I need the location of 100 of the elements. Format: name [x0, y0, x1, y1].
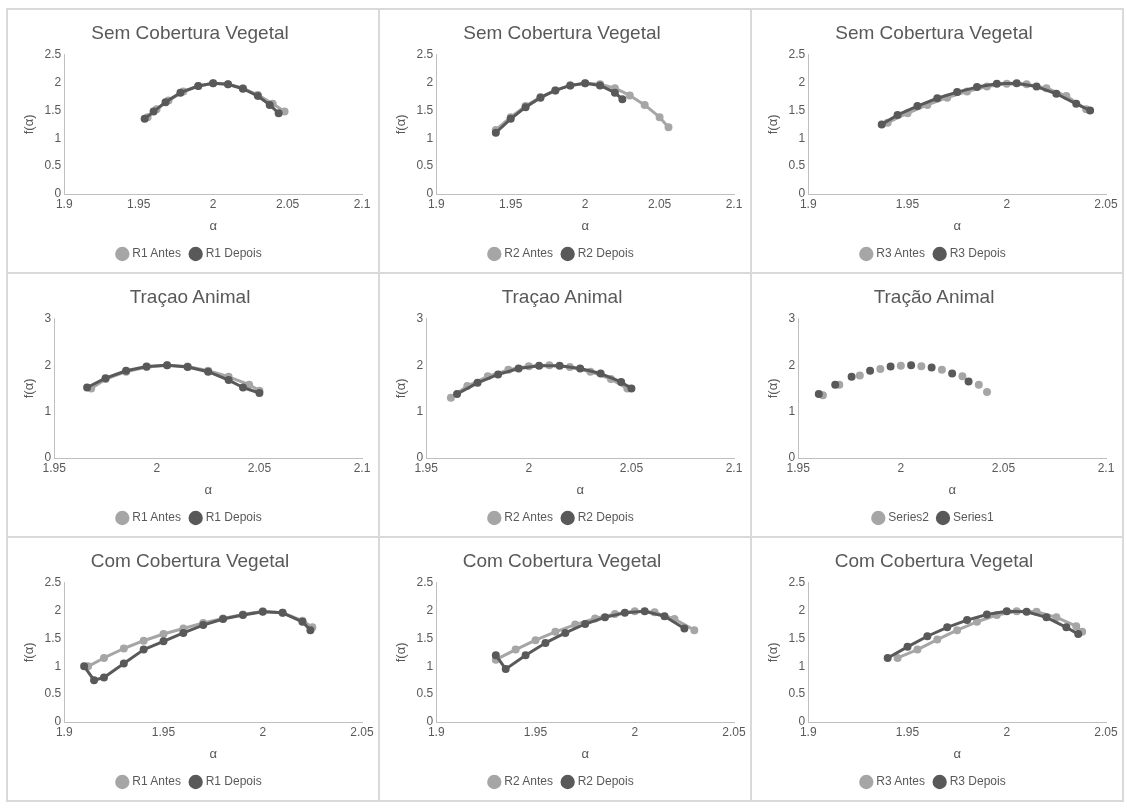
y-tick-label: 1: [798, 658, 806, 673]
x-tick-label: 1.9: [55, 196, 73, 211]
y-tick-label: 1.5: [44, 102, 62, 117]
legend-label: Series2: [888, 510, 930, 525]
y-tick-label: 0.5: [44, 158, 62, 173]
y-tick-label: 1: [788, 403, 796, 418]
x-tick-label: 2: [1003, 724, 1011, 739]
y-tick-label: 1.5: [416, 102, 434, 117]
legend-label: R1 Depois: [205, 774, 262, 789]
x-tick-label: 1.9: [799, 196, 817, 211]
y-tick-label: 1: [54, 130, 62, 145]
y-tick-label: 2.5: [788, 47, 806, 62]
x-axis-title: α: [953, 217, 962, 233]
x-tick-label: 2: [631, 724, 639, 739]
y-tick-label: 1: [44, 403, 52, 418]
x-tick-label: 1.95: [523, 724, 548, 739]
legend-label: R1 Depois: [205, 510, 262, 525]
y-tick-label: 1: [426, 658, 434, 673]
y-axis-title: f(α): [765, 642, 781, 663]
legend-label: R3 Antes: [876, 246, 926, 261]
y-tick-label: 2: [798, 602, 806, 617]
x-tick-label: 2: [897, 460, 905, 475]
x-tick-label: 1.95: [895, 196, 920, 211]
y-axis-title: f(α): [393, 114, 409, 135]
y-tick-label: 0.5: [788, 686, 806, 701]
y-tick-label: 2: [44, 357, 52, 372]
x-tick-label: 1.9: [55, 724, 73, 739]
x-tick-label: 1.95: [786, 460, 811, 475]
x-tick-label: 1.95: [127, 196, 151, 211]
y-tick-label: 1.5: [788, 102, 806, 117]
y-tick-label: 1: [416, 403, 424, 418]
chart-title: Tração Animal: [873, 285, 995, 307]
chart-title: Sem Cobertura Vegetal: [463, 21, 661, 43]
x-tick-label: 2.05: [1094, 196, 1118, 211]
legend-label: R2 Depois: [577, 510, 634, 525]
legend-label: R1 Depois: [205, 246, 262, 261]
x-axis-title: α: [953, 745, 962, 761]
y-tick-label: 3: [788, 311, 796, 326]
y-axis-title: f(α): [393, 378, 409, 399]
legend-label: R2 Antes: [504, 510, 554, 525]
x-tick-label: 2.05: [619, 460, 644, 475]
legend-label: R1 Antes: [132, 510, 182, 525]
x-tick-label: 1.9: [799, 724, 817, 739]
x-tick-label: 2.1: [1097, 460, 1115, 475]
legend-label: R3 Antes: [876, 774, 926, 789]
y-axis-title: f(α): [21, 114, 37, 135]
y-tick-label: 2: [426, 74, 434, 89]
y-axis-title: f(α): [393, 642, 409, 663]
legend-label: R3 Depois: [949, 246, 1006, 261]
y-tick-label: 1: [798, 130, 806, 145]
x-tick-label: 1.95: [151, 724, 176, 739]
x-tick-label: 2.05: [350, 724, 374, 739]
y-axis-title: f(α): [765, 378, 781, 399]
x-tick-label: 2.05: [991, 460, 1016, 475]
x-tick-label: 2: [525, 460, 533, 475]
x-axis-title: α: [576, 481, 585, 497]
y-tick-label: 1.5: [44, 630, 62, 645]
x-tick-label: 2.1: [725, 460, 743, 475]
y-tick-label: 1: [426, 130, 434, 145]
y-axis-title: f(α): [765, 114, 781, 135]
y-tick-label: 0.5: [416, 158, 434, 173]
y-tick-label: 2: [54, 74, 62, 89]
x-tick-label: 2: [1003, 196, 1011, 211]
y-tick-label: 2.5: [416, 47, 434, 62]
x-tick-label: 2: [581, 196, 589, 211]
x-tick-label: 2: [153, 460, 161, 475]
y-tick-label: 2.5: [44, 47, 62, 62]
y-tick-label: 1: [54, 658, 62, 673]
y-tick-label: 3: [416, 311, 424, 326]
x-tick-label: 2.1: [353, 460, 371, 475]
chart-title: Sem Cobertura Vegetal: [835, 21, 1033, 43]
y-tick-label: 0.5: [44, 686, 62, 701]
y-tick-label: 0.5: [788, 158, 806, 173]
y-tick-label: 1.5: [788, 630, 806, 645]
legend-label: R1 Antes: [132, 246, 182, 261]
chart-title: Com Cobertura Vegetal: [462, 549, 662, 571]
legend-label: R2 Antes: [504, 246, 554, 261]
y-tick-label: 2: [788, 357, 796, 372]
x-axis-title: α: [581, 217, 590, 233]
x-tick-label: 2.05: [247, 460, 272, 475]
y-tick-label: 2.5: [788, 575, 806, 590]
legend-label: R2 Antes: [504, 774, 554, 789]
x-axis-title: α: [948, 481, 957, 497]
x-tick-label: 1.95: [414, 460, 439, 475]
legend-label: R3 Depois: [949, 774, 1006, 789]
x-tick-label: 2.05: [1094, 724, 1118, 739]
y-tick-label: 1.5: [416, 630, 434, 645]
legend-label: R1 Antes: [132, 774, 182, 789]
x-axis-title: α: [209, 217, 218, 233]
x-axis-title: α: [209, 745, 218, 761]
x-tick-label: 1.95: [42, 460, 67, 475]
x-tick-label: 1.95: [499, 196, 523, 211]
y-tick-label: 2.5: [44, 575, 62, 590]
legend-label: Series1: [953, 510, 995, 525]
x-tick-label: 2: [259, 724, 267, 739]
x-tick-label: 2.1: [353, 196, 371, 211]
y-tick-label: 2: [416, 357, 424, 372]
x-tick-label: 2: [209, 196, 217, 211]
legend-label: R2 Depois: [577, 774, 634, 789]
x-axis-title: α: [581, 745, 590, 761]
